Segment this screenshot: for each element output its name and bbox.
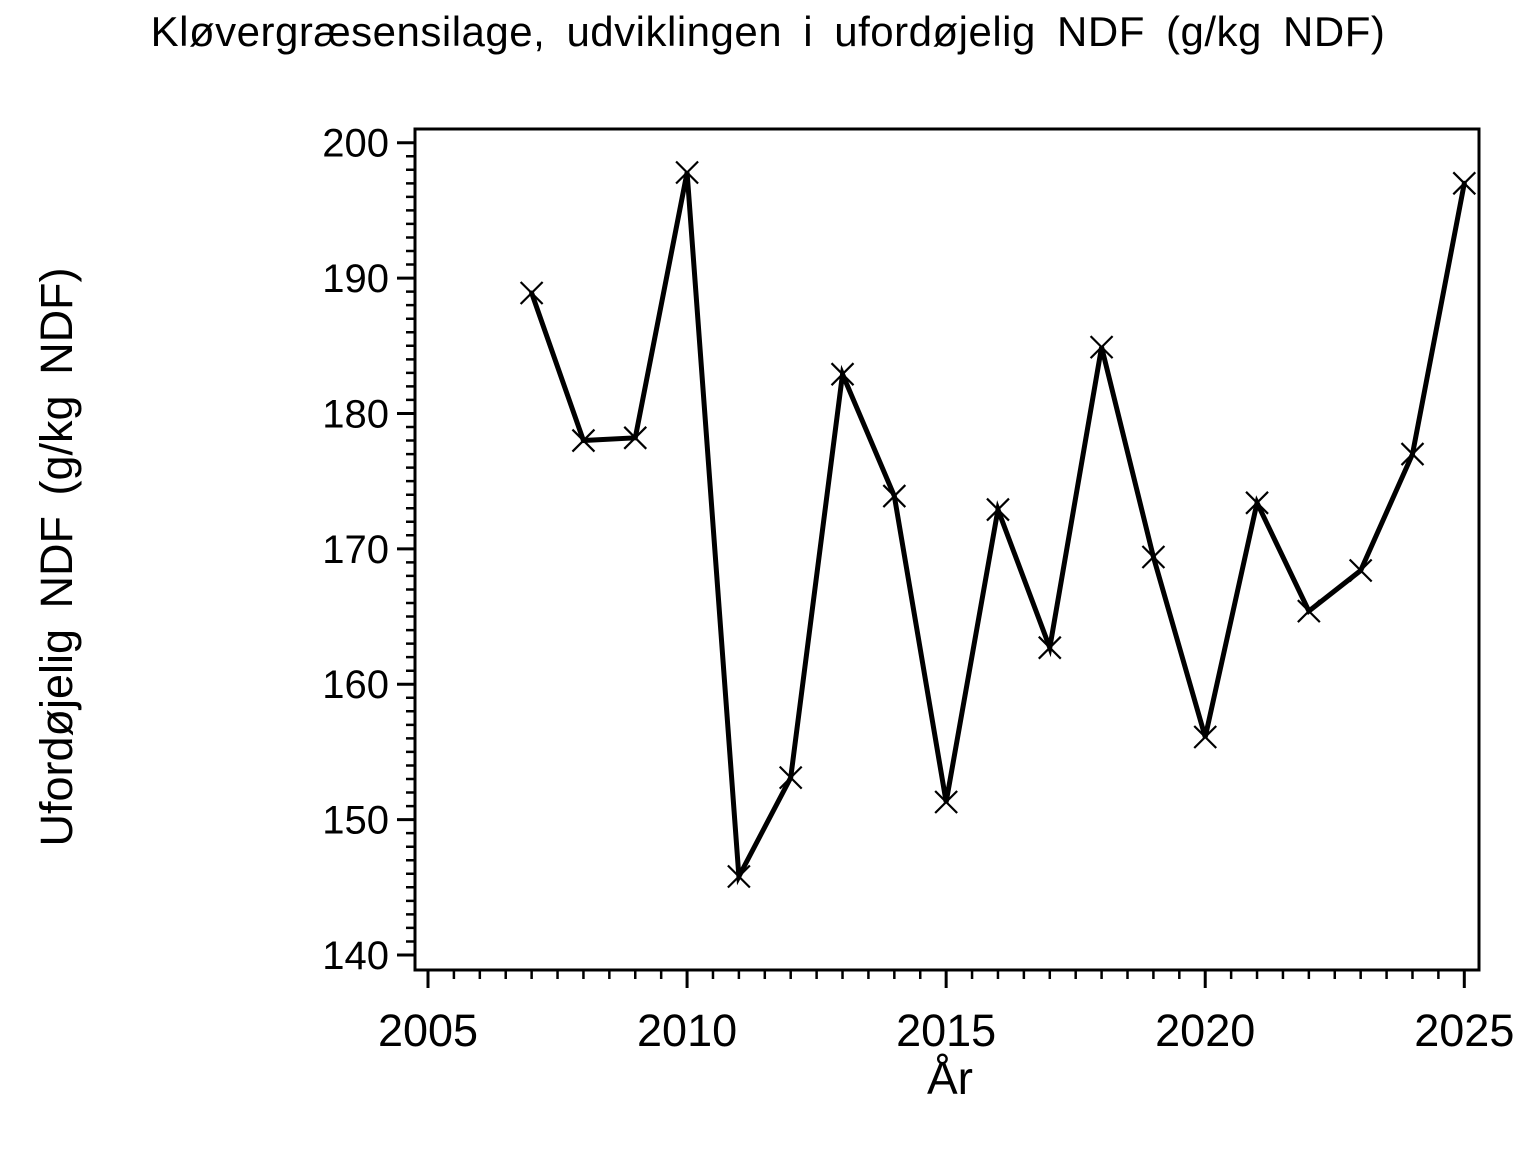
- x-tick-label: 2005: [378, 1005, 478, 1056]
- x-tick-label: 2020: [1155, 1005, 1255, 1056]
- data-markers: [519, 160, 1477, 889]
- major-ticks: [397, 141, 1466, 988]
- chart-title: Kløvergræsensilage, udviklingen i ufordø…: [150, 8, 1386, 55]
- y-tick-label: 150: [322, 799, 389, 843]
- y-tick-label: 200: [322, 122, 389, 166]
- data-line: [529, 172, 1467, 886]
- x-tick-label: 2010: [637, 1005, 737, 1056]
- y-tick-label: 190: [322, 257, 389, 301]
- plot-frame: [413, 127, 1481, 972]
- y-tick-label: 140: [322, 934, 389, 978]
- y-tick-label: 160: [322, 663, 389, 707]
- y-tick-label: 170: [322, 528, 389, 572]
- minor-ticks: [406, 154, 1440, 979]
- x-tick-label: 2025: [1414, 1005, 1514, 1056]
- x-tick-label: 2015: [896, 1005, 996, 1056]
- y-tick-label: 180: [322, 392, 389, 436]
- x-axis-title: År: [927, 1052, 973, 1104]
